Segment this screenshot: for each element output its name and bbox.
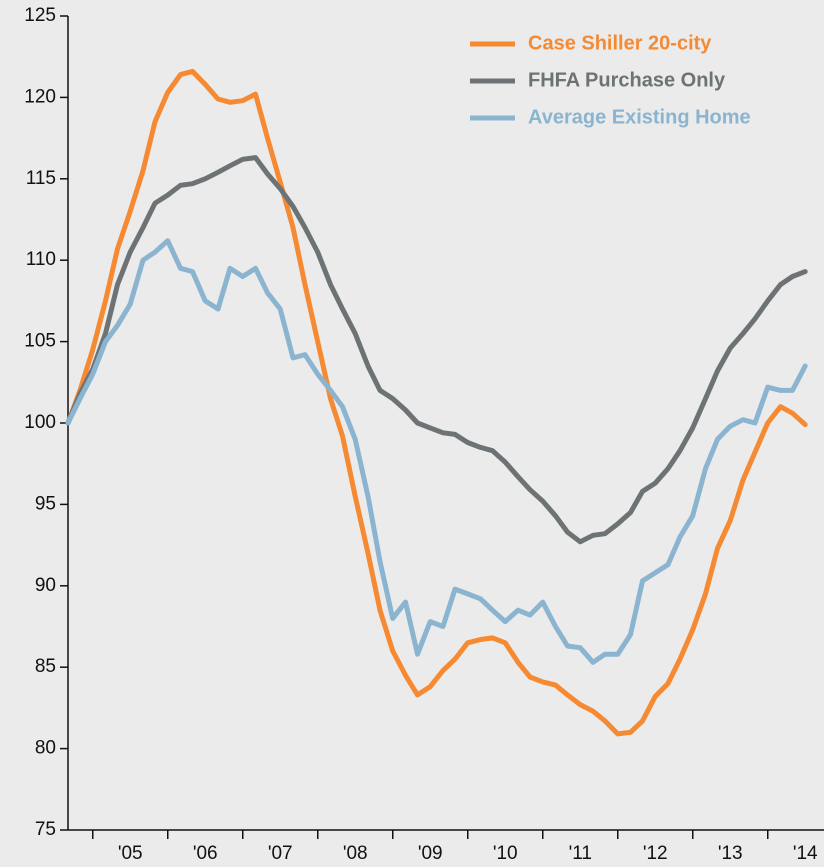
x-tick-label: '10 bbox=[493, 843, 518, 864]
x-tick-label: '05 bbox=[118, 843, 143, 864]
x-tick-label: '07 bbox=[268, 843, 293, 864]
y-tick-label: 110 bbox=[26, 249, 56, 270]
y-tick-label: 80 bbox=[35, 738, 56, 759]
series-line bbox=[65, 68, 808, 737]
y-tick-label: 85 bbox=[35, 656, 56, 677]
x-tick-label: '14 bbox=[793, 843, 818, 864]
series-line bbox=[65, 238, 808, 665]
y-tick-label: 95 bbox=[35, 493, 56, 514]
x-tick-label: '11 bbox=[569, 843, 592, 864]
y-tick-label: 125 bbox=[24, 5, 56, 26]
legend-label: FHFA Purchase Only bbox=[528, 69, 726, 91]
y-tick-label: 90 bbox=[35, 575, 56, 596]
x-tick-label: '09 bbox=[418, 843, 443, 864]
x-tick-label: '06 bbox=[193, 843, 218, 864]
y-tick-label: 75 bbox=[35, 819, 56, 840]
x-tick-label: '12 bbox=[643, 843, 668, 864]
y-tick-label: 120 bbox=[24, 86, 56, 107]
x-tick-label: '08 bbox=[343, 843, 368, 864]
series-line bbox=[65, 155, 808, 545]
legend-label: Case Shiller 20-city bbox=[528, 32, 712, 54]
legend-label: Average Existing Home bbox=[528, 106, 751, 128]
y-tick-label: 115 bbox=[26, 168, 56, 189]
y-tick-label: 105 bbox=[24, 331, 56, 352]
y-tick-label: 100 bbox=[24, 412, 56, 433]
x-tick-label: '13 bbox=[718, 843, 743, 864]
